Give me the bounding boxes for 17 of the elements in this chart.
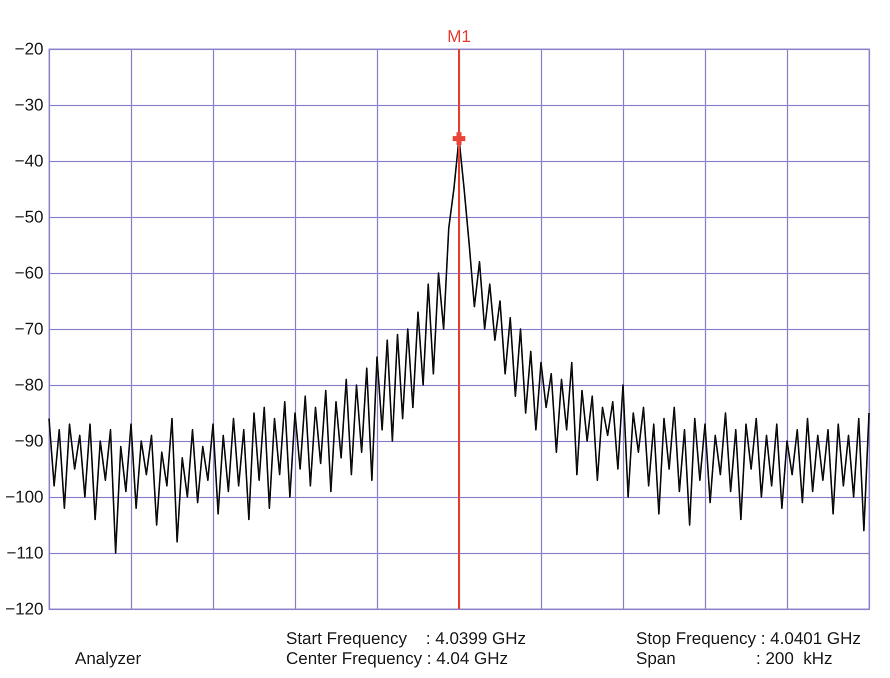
y-tick-label: −60 xyxy=(14,264,44,282)
y-tick-label: −30 xyxy=(14,96,44,114)
y-tick-label: −70 xyxy=(14,320,44,338)
y-tick-label: −40 xyxy=(14,152,44,170)
text: Analyzer xyxy=(75,649,142,669)
text: Start Frequency : 4.0399 GHz xyxy=(286,629,526,649)
text: M1 xyxy=(447,27,471,46)
y-tick-label: −110 xyxy=(6,544,44,562)
text: Span : 200 kHz xyxy=(636,649,833,669)
text: Stop Frequency : 4.0401 GHz xyxy=(636,629,861,649)
y-tick-label: −50 xyxy=(14,208,44,226)
y-tick-label: −20 xyxy=(14,40,44,58)
y-tick-label: −80 xyxy=(14,376,44,394)
text: Center Frequency : 4.04 GHz xyxy=(286,649,508,669)
y-tick-label: −90 xyxy=(14,432,44,450)
y-tick-label: −100 xyxy=(5,488,44,506)
y-tick-label: −120 xyxy=(5,600,44,618)
